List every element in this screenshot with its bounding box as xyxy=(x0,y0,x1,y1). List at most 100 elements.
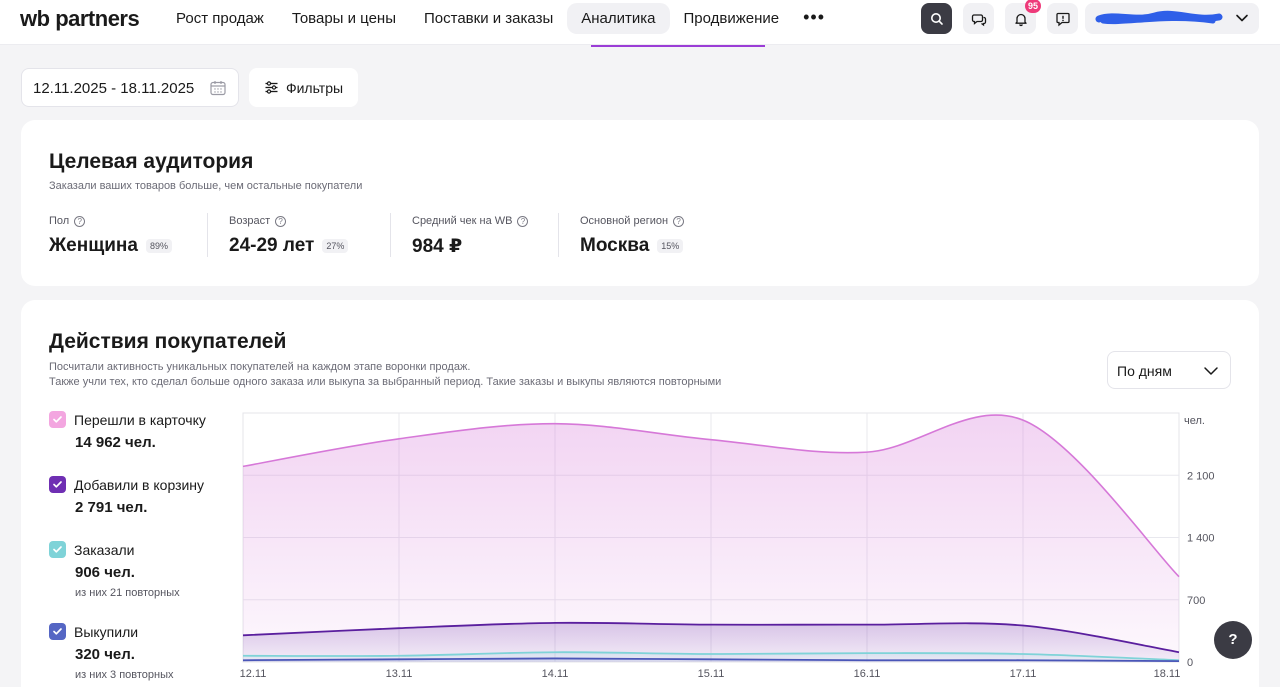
y-tick-label: 0 xyxy=(1187,657,1193,669)
y-tick-label: 700 xyxy=(1187,595,1205,607)
legend-value: 906 чел. xyxy=(75,564,135,581)
y-axis-unit: чел. xyxy=(1184,415,1205,427)
metric-age-pct: 27% xyxy=(322,239,349,253)
y-tick-label: 2 100 xyxy=(1187,470,1215,482)
metric-avg-check-value: 984 ₽ xyxy=(412,236,463,257)
buyer-actions-card: Действия покупателей Посчитали активност… xyxy=(21,300,1259,687)
metric-age-value: 24-29 лет xyxy=(229,235,315,256)
chat-button[interactable] xyxy=(963,3,994,34)
metric-gender-value: Женщина xyxy=(49,235,138,256)
legend-value: 14 962 чел. xyxy=(75,434,156,451)
check-icon xyxy=(53,416,62,423)
metric-avg-check-label: Средний чек на WB xyxy=(412,215,513,227)
legend-checkbox[interactable] xyxy=(49,411,66,428)
active-nav-indicator xyxy=(591,45,765,47)
metric-region-pct: 15% xyxy=(657,239,684,253)
legend-item-add-to-cart[interactable]: Добавили в корзину 2 791 чел. xyxy=(49,476,204,516)
series-line xyxy=(242,657,1180,663)
legend-name: Заказали xyxy=(74,541,135,558)
chat-icon xyxy=(971,13,986,26)
calendar-icon xyxy=(210,81,226,96)
x-tick-label: 12.11 xyxy=(240,668,267,680)
period-select-value: По дням xyxy=(1117,363,1172,379)
legend-item-purchases[interactable]: Выкупили 320 чел. из них 3 повторных xyxy=(49,623,174,681)
search-icon xyxy=(930,12,943,25)
help-icon[interactable]: ? xyxy=(275,215,287,227)
nav-item-supplies-orders[interactable]: Поставки и заказы xyxy=(424,10,554,27)
series-line xyxy=(242,651,1180,662)
feedback-icon xyxy=(1055,12,1070,26)
check-icon xyxy=(53,481,62,488)
legend-checkbox[interactable] xyxy=(49,476,66,493)
divider xyxy=(558,213,559,257)
period-select[interactable]: По дням xyxy=(1107,351,1231,389)
redacted-account-name xyxy=(1095,10,1223,25)
legend-name: Добавили в корзину xyxy=(74,476,205,493)
check-icon xyxy=(53,546,62,553)
check-icon xyxy=(53,628,62,635)
x-tick-label: 14.11 xyxy=(542,668,569,680)
x-tick-label: 18.11 xyxy=(1154,668,1181,680)
metric-age: Возраст? 24-29 лет 27% xyxy=(229,215,349,257)
nav-more-button[interactable]: ••• xyxy=(803,7,826,27)
chevron-down-icon xyxy=(1204,367,1218,375)
nav-item-promotion[interactable]: Продвижение xyxy=(683,10,780,27)
series-area xyxy=(243,415,1179,662)
chevron-down-icon xyxy=(1236,14,1248,22)
divider xyxy=(390,213,391,257)
filters-label: Фильтры xyxy=(285,79,344,96)
nav-item-sales-growth[interactable]: Рост продаж xyxy=(176,10,264,27)
search-button[interactable] xyxy=(921,3,952,34)
actions-title: Действия покупателей xyxy=(49,330,287,353)
logo-partners: partners xyxy=(55,6,140,31)
x-tick-label: 15.11 xyxy=(698,668,725,680)
legend-value: 2 791 чел. xyxy=(75,499,148,516)
metric-gender-label: Пол xyxy=(49,215,70,227)
nav-item-analytics[interactable]: Аналитика xyxy=(567,3,670,34)
metric-gender-pct: 89% xyxy=(145,239,172,253)
main-nav: Рост продаж Товары и цены Поставки и зак… xyxy=(162,3,835,34)
series-area xyxy=(243,622,1179,662)
legend-checkbox[interactable] xyxy=(49,541,66,558)
date-range-picker[interactable]: 12.11.2025 - 18.11.2025 xyxy=(21,68,239,107)
audience-subtitle: Заказали ваших товаров больше, чем остал… xyxy=(49,180,363,192)
filters-button[interactable]: Фильтры xyxy=(249,68,358,107)
legend-checkbox[interactable] xyxy=(49,623,66,640)
help-button[interactable]: ? xyxy=(1214,621,1252,659)
x-tick-label: 16.11 xyxy=(854,668,881,680)
legend-repeat: из них 21 повторных xyxy=(75,587,180,599)
actions-subtitle-2: Также учли тех, кто сделал больше одного… xyxy=(49,376,722,388)
buyer-actions-chart: чел. 0 700 1 400 2 100 12.11 13.11 14.11 15.11 16… xyxy=(240,412,1215,680)
target-audience-card: Целевая аудитория Заказали ваших товаров… xyxy=(21,120,1259,286)
series-line xyxy=(242,621,1180,654)
audience-title: Целевая аудитория xyxy=(49,150,254,173)
legend-repeat: из них 3 повторных xyxy=(75,669,174,681)
metric-region: Основной регион? Москва 15% xyxy=(580,215,685,257)
account-menu[interactable] xyxy=(1085,3,1259,34)
metric-age-label: Возраст xyxy=(229,215,271,227)
legend-item-orders[interactable]: Заказали 906 чел. из них 21 повторных xyxy=(49,541,180,599)
metric-avg-check: Средний чек на WB? 984 ₽ xyxy=(412,215,529,258)
help-icon[interactable]: ? xyxy=(673,215,685,227)
nav-item-products-prices[interactable]: Товары и цены xyxy=(291,10,396,27)
notifications-badge: 95 xyxy=(1025,0,1042,13)
metric-region-label: Основной регион xyxy=(580,215,669,227)
series-line xyxy=(242,414,1180,578)
metric-gender: Пол? Женщина 89% xyxy=(49,215,172,257)
filters-icon xyxy=(265,81,278,94)
divider xyxy=(207,213,208,257)
feedback-button[interactable] xyxy=(1047,3,1078,34)
top-bar: wb partners Рост продаж Товары и цены По… xyxy=(0,0,1280,45)
legend-value: 320 чел. xyxy=(75,646,135,663)
bell-icon xyxy=(1014,13,1027,26)
help-icon[interactable]: ? xyxy=(74,215,86,227)
legend-item-card-views[interactable]: Перешли в карточку 14 962 чел. xyxy=(49,411,206,451)
legend-name: Перешли в карточку xyxy=(74,411,206,428)
logo-wb: wb xyxy=(20,6,50,31)
x-tick-label: 13.11 xyxy=(386,668,413,680)
help-icon[interactable]: ? xyxy=(517,215,529,227)
actions-subtitle-1: Посчитали активность уникальных покупате… xyxy=(49,361,471,373)
legend-name: Выкупили xyxy=(74,623,139,640)
x-tick-label: 17.11 xyxy=(1010,668,1037,680)
logo[interactable]: wb partners xyxy=(20,6,140,32)
